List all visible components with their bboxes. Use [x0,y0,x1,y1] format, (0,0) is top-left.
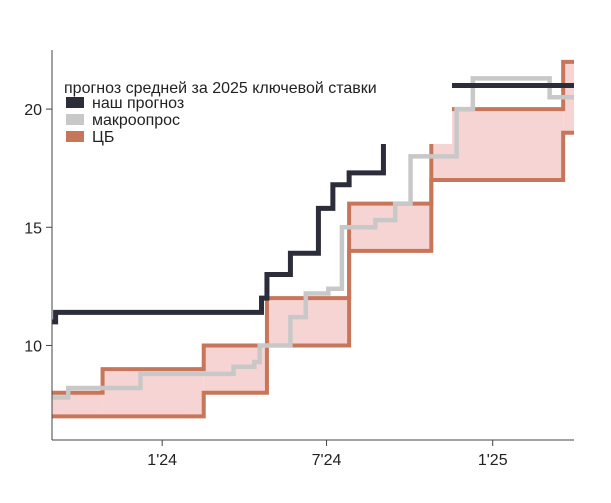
cb-band-fill-1 [102,369,204,417]
legend-swatch-cb [66,131,84,142]
x-tick-label-1: 7'24 [312,452,342,469]
legend-label-macro-survey: макроопрос [92,112,180,129]
legend-swatch-our-forecast [66,97,84,108]
y-tick-label-1: 15 [24,220,42,237]
y-tick-label-0: 10 [24,338,42,355]
x-tick-label-0: 1'24 [147,452,177,469]
axes [51,50,574,441]
x-tick-label-2: 1'25 [478,452,508,469]
legend-label-cb: ЦБ [92,129,114,146]
ticks: 10 15 20 1'24 7'24 1'25 [24,102,507,469]
legend-label-our-forecast: наш прогноз [92,95,184,112]
cb-band-low-line [52,130,574,419]
cb-band-fill-5 [431,109,564,180]
y-tick-label-2: 20 [24,102,42,119]
legend-swatch-macro-survey [66,114,84,125]
cb-band-high-line [52,59,574,395]
legend-title: прогноз средней за 2025 ключевой ставки [64,80,377,97]
legend: прогноз средней за 2025 ключевой ставки … [60,78,452,146]
series-line-macro-survey [52,76,574,400]
legend-background [60,78,452,144]
cb-band-fill-3 [266,298,350,346]
